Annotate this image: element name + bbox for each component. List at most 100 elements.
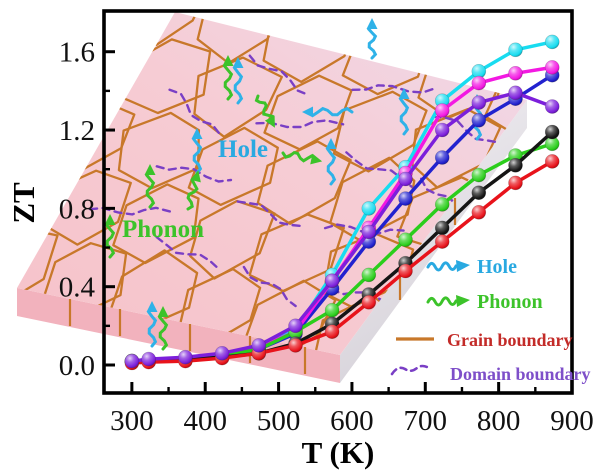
data-point-violet — [544, 99, 560, 114]
data-point-violet — [434, 122, 450, 138]
legend-item-hole: Hole — [426, 256, 517, 278]
y-axis-title: ZT — [6, 182, 41, 224]
phonon-arrow-icon — [158, 315, 169, 351]
slab-hole-label: Hole — [218, 136, 268, 163]
domain-boundary-line — [242, 265, 297, 308]
data-point-green — [434, 197, 450, 212]
phonon-arrow-icon — [223, 64, 234, 101]
data-point-violet — [141, 351, 156, 367]
x-tick-label: 700 — [404, 405, 448, 437]
domain-dash-icon — [390, 364, 431, 376]
phonon-arrow-icon-head — [264, 115, 275, 128]
data-point-red — [361, 294, 377, 310]
legend-hole-label: Hole — [477, 256, 517, 278]
phonon-arrow-icon — [254, 94, 275, 118]
data-point-red — [324, 324, 340, 340]
data-point-black — [508, 158, 523, 173]
grain-cell — [187, 126, 279, 207]
phonon-arrow-icon-head — [104, 214, 116, 225]
data-point-violet — [508, 85, 523, 101]
domain-boundary-line — [351, 84, 436, 94]
hole-arrow-icon — [147, 310, 158, 348]
data-point-violet — [124, 353, 140, 369]
data-point-black — [434, 220, 450, 236]
phonon-arrow-icon-head — [157, 306, 169, 317]
data-point-magenta — [434, 103, 450, 118]
data-point-violet — [214, 345, 230, 361]
phonon-arrow-icon — [105, 223, 116, 259]
data-point-blue — [434, 150, 450, 165]
data-point-violet — [471, 95, 487, 110]
grain-cell — [17, 226, 59, 302]
phonon-arrow-icon-head — [222, 55, 234, 66]
y-tick-label: 1.2 — [59, 115, 95, 147]
data-point-red — [508, 175, 523, 191]
x-axis-title: T (K) — [302, 435, 375, 470]
grain-cell — [256, 140, 352, 225]
phonon-wave-icon — [426, 296, 458, 307]
plot-frame — [102, 9, 574, 395]
hole-arrow-icon-head — [191, 128, 203, 139]
data-point-red — [544, 154, 560, 169]
data-point-red — [398, 263, 413, 279]
hole-arrow-icon — [311, 106, 354, 117]
legend-item-grain-boundary: Grain boundary — [396, 330, 573, 350]
hole-arrow-icon — [233, 66, 244, 105]
hole-arrow-icon-head — [232, 57, 244, 68]
grain-cell — [123, 12, 212, 46]
legend-phonon-label: Phonon — [477, 291, 543, 313]
data-point-red — [471, 205, 487, 220]
data-point-magenta — [544, 60, 560, 75]
data-point-blue — [398, 191, 413, 206]
data-point-red — [288, 338, 303, 353]
x-tick-label: 800 — [477, 405, 521, 437]
phonon-arrow-icon — [281, 150, 314, 163]
phonon-arrow-icon-head — [190, 170, 201, 183]
domain-boundary-line — [248, 54, 310, 97]
data-point-cyan — [508, 42, 523, 58]
data-point-violet — [324, 273, 340, 289]
data-point-violet — [288, 318, 303, 334]
slab-phonon-label: Phonon — [122, 216, 204, 243]
hole-arrow-icon-head — [398, 88, 410, 99]
phonon-arrow-icon-head — [144, 164, 156, 175]
phonon-arrowhead-icon — [456, 295, 470, 307]
data-point-cyan — [361, 201, 377, 216]
hole-arrow-icon-head — [302, 106, 313, 118]
x-tick-label: 400 — [183, 405, 227, 437]
hole-arrowhead-icon — [456, 260, 470, 272]
hole-arrow-icon — [326, 147, 337, 186]
domain-boundary-line — [155, 165, 233, 183]
x-tick-label: 500 — [257, 405, 301, 437]
legend-item-phonon: Phonon — [426, 291, 543, 313]
hole-arrow-icon-head — [146, 301, 158, 312]
carrier-arrows — [104, 18, 483, 351]
domain-boundary-line — [168, 88, 221, 135]
x-tick-label: 600 — [330, 405, 374, 437]
grain-cell — [193, 56, 283, 138]
data-point-blue — [471, 113, 487, 128]
data-point-green — [324, 302, 340, 318]
hole-wave-icon — [426, 261, 458, 272]
y-tick-label: 1.6 — [59, 37, 95, 69]
domain-boundary-pattern — [88, 54, 501, 308]
series-violet — [124, 85, 560, 369]
hole-arrow-icon — [192, 137, 203, 175]
hole-arrow-icon-head — [325, 138, 337, 149]
hole-arrow-icon — [367, 27, 378, 60]
y-tick-label: 0.0 — [59, 350, 95, 382]
legend: Hole Phonon Grain boundary Domain bounda… — [390, 256, 591, 384]
data-point-violet — [398, 171, 413, 187]
legend-domain-label: Domain boundary — [450, 364, 591, 384]
y-tick-label: 0.8 — [59, 193, 95, 225]
phonon-arrow-icon-head — [310, 153, 323, 165]
grain-cell — [243, 279, 337, 355]
data-series — [124, 34, 560, 371]
legend-item-domain-boundary: Domain boundary — [390, 364, 591, 384]
data-point-red — [434, 234, 450, 249]
y-tick-label: 0.4 — [59, 272, 96, 304]
axes: 300 400 500 600 700 800 900 0.0 0.4 0.8 1.2 1.6 — [59, 37, 594, 437]
x-tick-label: 900 — [550, 405, 594, 437]
